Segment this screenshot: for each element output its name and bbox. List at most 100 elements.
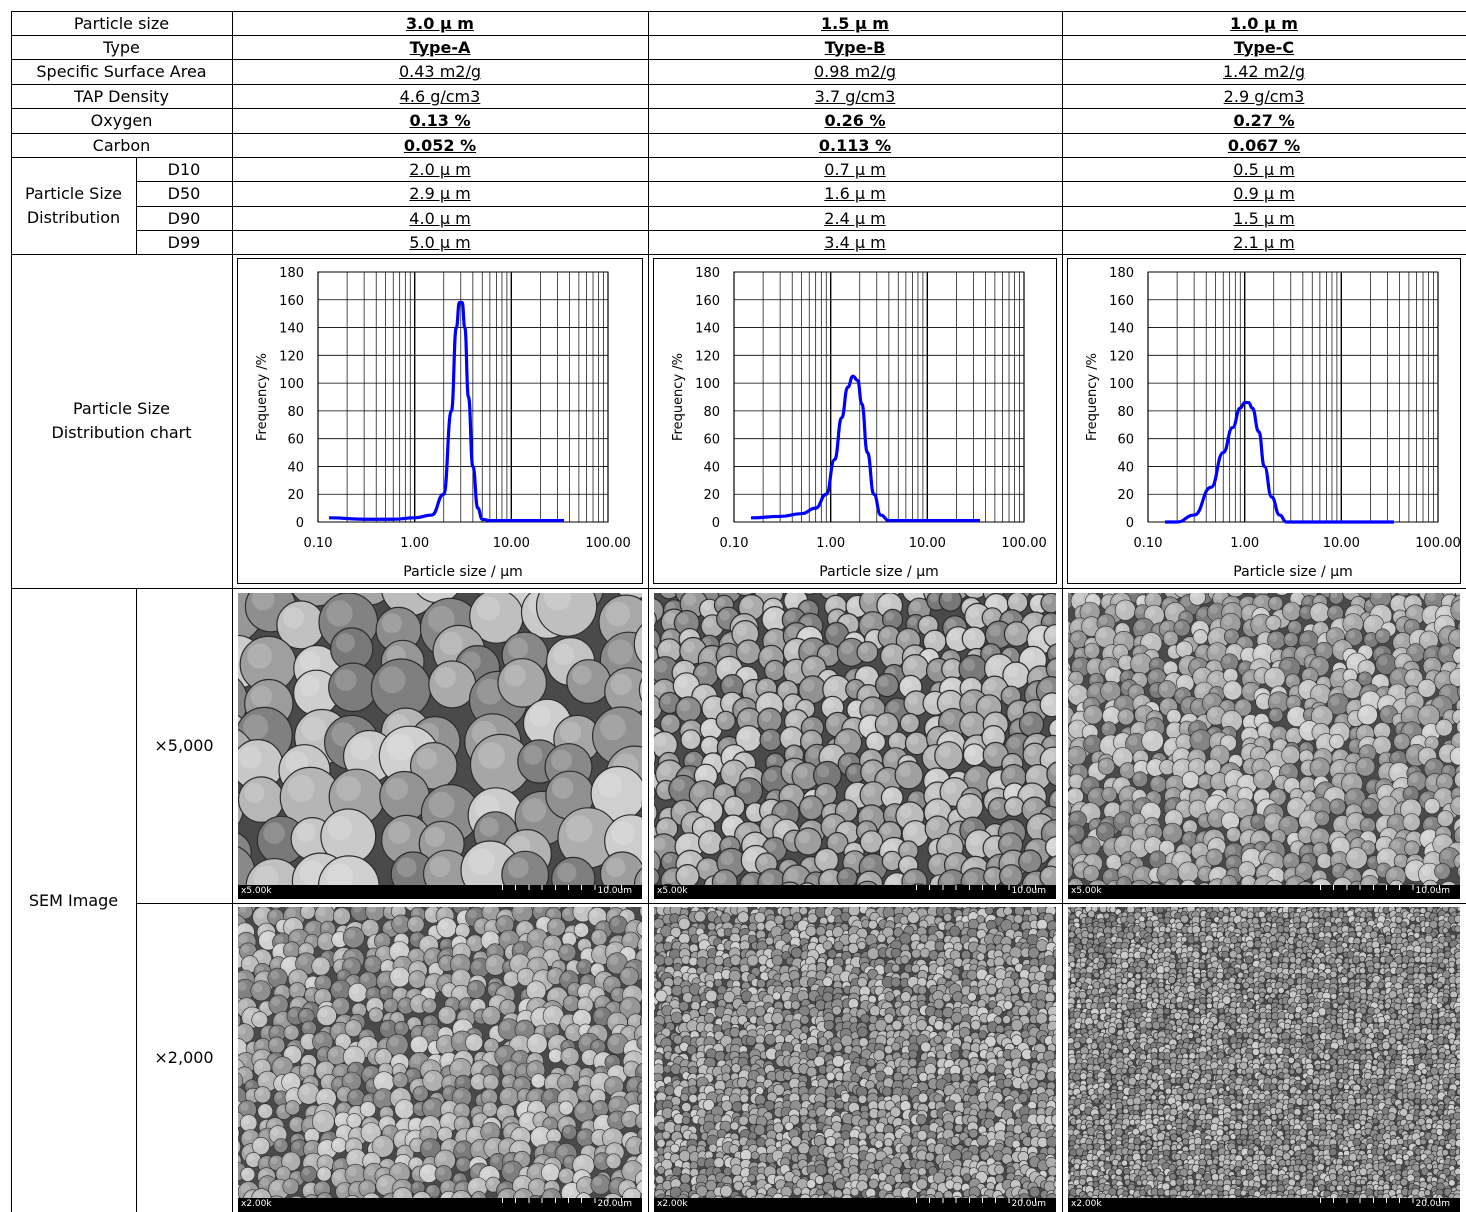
oxygen-label-text: Oxygen	[90, 111, 153, 130]
col1-tap-text: 4.6 g/cm3	[399, 86, 481, 106]
col1-d90: 4.0 μ m	[232, 206, 648, 230]
y-axis-label: Frequency /%	[671, 353, 686, 441]
mag-5000-label-text: ×5,000	[154, 736, 214, 755]
carbon-label: Carbon	[11, 133, 232, 157]
col1-tap: 4.6 g/cm3	[232, 84, 648, 108]
d99-label-text: D99	[167, 232, 201, 252]
sem-2000-col3-scalebar: x2.00k 20.0um	[1068, 1198, 1460, 1212]
d50-label-text: D50	[167, 184, 201, 203]
scale-ticks	[502, 1198, 634, 1203]
x-tick-label: 100.00	[585, 536, 631, 551]
psd-chart-3-svg: 0 20 40 60 80 100 120 140 160 180 0.10 1.00 10.00 100…	[1085, 266, 1461, 580]
col3-carbon: 0.067 %	[1062, 133, 1466, 157]
col3-d10-text: 0.5 μ m	[1233, 159, 1295, 179]
col3-oxygen: 0.27 %	[1062, 108, 1466, 133]
sem-5000-col3: x5.00k 10.0um	[1068, 593, 1460, 899]
d10-label: D10	[136, 157, 232, 181]
col3-particle-size: 1.0 μ m	[1062, 11, 1466, 35]
col1-oxygen-text: 0.13 %	[409, 111, 471, 130]
y-tick-label: 140	[695, 322, 720, 337]
psd-chart-2: 0 20 40 60 80 100 120 140 160 180 0.10 1.00 10.00 100…	[653, 258, 1057, 584]
col2-carbon-text: 0.113 %	[818, 135, 892, 155]
col1-type-text: Type-A	[409, 37, 471, 57]
col3-d90-text: 1.5 μ m	[1233, 208, 1295, 228]
sem-magnification-text: x2.00k	[1071, 1199, 1102, 1209]
carbon-label-text: Carbon	[92, 135, 151, 155]
sem-2000-col2: x2.00k 20.0um	[654, 907, 1056, 1212]
col3-oxygen-text: 0.27 %	[1233, 111, 1295, 130]
y-tick-label: 180	[695, 266, 720, 281]
d10-label-text: D10	[167, 159, 201, 179]
scale-ticks	[502, 885, 634, 890]
d90-label: D90	[136, 206, 232, 230]
plot-frame	[317, 271, 609, 523]
y-tick-label: 20	[287, 488, 304, 503]
col1-carbon-text: 0.052 %	[403, 135, 477, 155]
y-tick-label: 100	[695, 377, 720, 392]
sem-5000-col1-scalebar: x5.00k 10.0um	[238, 885, 642, 899]
psd-chart-2-svg: 0 20 40 60 80 100 120 140 160 180 0.10 1.00 10.00 100…	[671, 266, 1047, 580]
mag-2000-label-text: ×2,000	[154, 1048, 214, 1067]
col2-type-text: Type-B	[824, 37, 886, 57]
sem-5000-col3-texture	[1068, 593, 1460, 885]
sem-scale-length-text: 20.0um	[597, 1199, 632, 1209]
y-tick-label: 80	[1117, 405, 1134, 420]
sem-2000-col1: x2.00k 20.0um	[238, 907, 642, 1212]
col2-oxygen: 0.26 %	[648, 108, 1062, 133]
col1-particle-size: 3.0 μ m	[232, 11, 648, 35]
x-tick-label: 1.00	[400, 536, 429, 551]
tap-density-label-text: TAP Density	[73, 86, 170, 106]
d99-label: D99	[136, 230, 232, 254]
ssa-label-text: Specific Surface Area	[36, 62, 207, 81]
x-tick-label: 0.10	[720, 536, 749, 551]
y-tick-label: 40	[703, 460, 720, 475]
psd-label-line1: Particle Size	[24, 183, 123, 203]
col2-d90: 2.4 μ m	[648, 206, 1062, 230]
col2-particle-size: 1.5 μ m	[648, 11, 1062, 35]
sem-label-text: SEM Image	[28, 890, 119, 910]
sem-5000-col3-scalebar: x5.00k 10.0um	[1068, 885, 1460, 899]
col1-d50-text: 2.9 μ m	[409, 184, 471, 203]
col1-ssa: 0.43 m2/g	[232, 59, 648, 84]
y-tick-label: 20	[1117, 488, 1134, 503]
y-tick-label: 120	[279, 349, 304, 364]
col2-d10-text: 0.7 μ m	[824, 159, 886, 179]
x-tick-label: 100.00	[1001, 536, 1047, 551]
x-tick-label: 10.00	[909, 536, 946, 551]
x-tick-label: 10.00	[1323, 536, 1360, 551]
col2-d50-text: 1.6 μ m	[824, 184, 886, 203]
x-tick-label: 100.00	[1415, 536, 1461, 551]
scale-ticks	[1320, 885, 1452, 890]
y-tick-label: 180	[1109, 266, 1134, 281]
y-tick-label: 0	[712, 516, 720, 531]
x-axis-label: Particle size / μm	[403, 564, 523, 580]
col3-carbon-text: 0.067 %	[1227, 135, 1301, 155]
sem-scale-length-text: 10.0um	[1415, 886, 1450, 896]
col3-d99-text: 2.1 μ m	[1233, 232, 1295, 252]
col2-ssa: 0.98 m2/g	[648, 59, 1062, 84]
col3-d10: 0.5 μ m	[1062, 157, 1466, 181]
psd-chart-1: 0 20 40 60 80 100 120 140 160 180 0.10 1.00 10.00 100…	[237, 258, 643, 584]
y-axis-label: Frequency /%	[255, 353, 270, 441]
y-tick-label: 140	[279, 322, 304, 337]
y-tick-label: 40	[287, 460, 304, 475]
y-tick-label: 40	[1117, 460, 1134, 475]
sem-magnification-text: x2.00k	[241, 1199, 272, 1209]
particle-size-label-text: Particle size	[73, 13, 170, 33]
mag-2000-label: ×2,000	[136, 903, 232, 1212]
x-tick-label: 1.00	[816, 536, 845, 551]
y-tick-label: 100	[279, 377, 304, 392]
col3-d50: 0.9 μ m	[1062, 181, 1466, 206]
y-tick-label: 0	[1126, 516, 1134, 531]
y-tick-label: 180	[279, 266, 304, 281]
x-tick-label: 1.00	[1230, 536, 1259, 551]
col2-carbon: 0.113 %	[648, 133, 1062, 157]
y-tick-label: 60	[1117, 433, 1134, 448]
mag-5000-label: ×5,000	[136, 588, 232, 903]
col2-tap-text: 3.7 g/cm3	[814, 86, 896, 106]
d50-label: D50	[136, 181, 232, 206]
chart-label-line1: Particle Size	[72, 399, 171, 418]
col2-ssa-text: 0.98 m2/g	[813, 62, 897, 81]
y-tick-label: 80	[703, 405, 720, 420]
x-axis-label: Particle size / μm	[1233, 564, 1353, 580]
